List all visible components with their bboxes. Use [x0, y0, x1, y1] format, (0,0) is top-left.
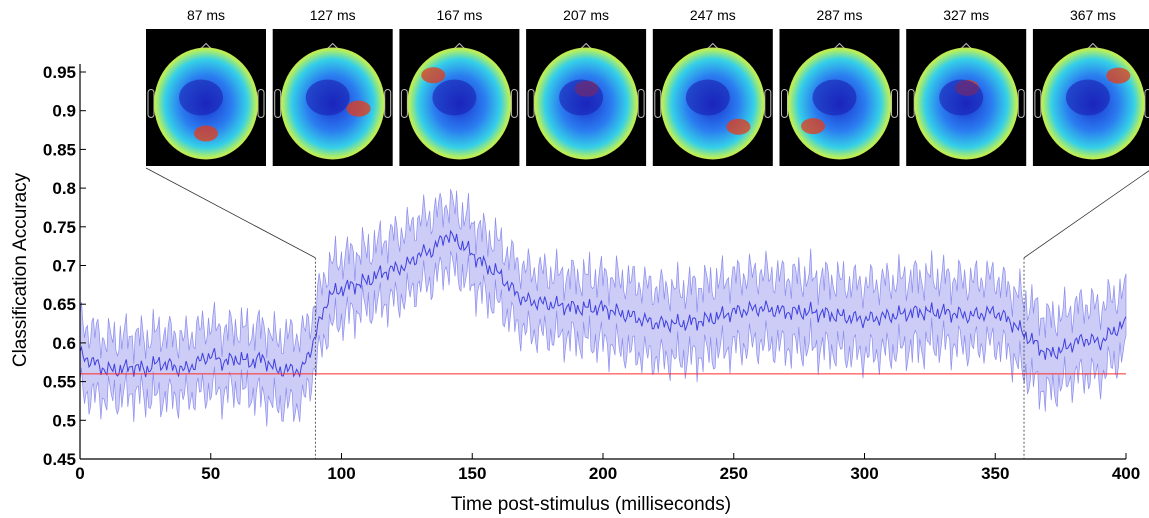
activation-hotspot	[421, 67, 446, 84]
x-tick-label: 150	[458, 464, 486, 483]
low-activation-region	[1065, 79, 1110, 116]
low-activation-region	[179, 79, 223, 116]
y-tick-label: 0.95	[43, 63, 76, 82]
y-tick-label: 0.5	[52, 411, 76, 430]
plot-area	[79, 167, 1149, 459]
low-activation-region	[812, 79, 857, 116]
x-tick-label: 250	[720, 464, 748, 483]
topomap-time-label: 127 ms	[310, 7, 356, 23]
y-tick-label: 0.6	[52, 334, 76, 353]
topomap-2: 167 ms	[399, 7, 520, 166]
low-activation-region	[685, 79, 730, 116]
activation-hotspot	[194, 125, 218, 142]
activation-hotspot	[726, 118, 751, 135]
topomap-6: 327 ms	[906, 7, 1027, 166]
low-activation-region	[939, 79, 984, 116]
y-tick-label: 0.9	[52, 102, 76, 121]
zoom-connector-left	[145, 167, 316, 259]
low-activation-region	[432, 79, 477, 116]
topomap-time-label: 207 ms	[563, 7, 609, 23]
topomap-strip: 87 ms 127 ms 167 ms 207 ms 247 ms 287 ms 327 m…	[146, 7, 1149, 166]
x-tick-label: 100	[327, 464, 355, 483]
topomap-4: 247 ms	[652, 7, 773, 166]
y-tick-label: 0.85	[43, 140, 76, 159]
topomap-3: 207 ms	[526, 7, 647, 166]
topomap-0: 87 ms	[146, 7, 266, 166]
x-tick-label: 50	[201, 464, 220, 483]
x-tick-label: 200	[589, 464, 617, 483]
activation-hotspot	[801, 118, 826, 135]
x-axis-title: Time post-stimulus (milliseconds)	[451, 494, 731, 515]
mean-accuracy-line	[79, 229, 1127, 378]
x-tick-label: 400	[1112, 464, 1140, 483]
y-tick-label: 0.45	[43, 450, 76, 469]
y-tick-label: 0.8	[52, 179, 76, 198]
topomap-time-label: 327 ms	[943, 7, 989, 23]
y-tick-label: 0.65	[43, 295, 76, 314]
topomap-time-label: 247 ms	[690, 7, 736, 23]
topomap-time-label: 167 ms	[436, 7, 482, 23]
activation-hotspot	[346, 100, 371, 117]
topomap-1: 127 ms	[272, 7, 393, 166]
topomap-5: 287 ms	[779, 7, 900, 166]
y-axis-title: Classification Accuracy	[10, 172, 31, 367]
topomap-time-label: 87 ms	[187, 7, 225, 23]
activation-hotspot	[1106, 67, 1131, 84]
topomap-time-label: 287 ms	[817, 7, 863, 23]
low-activation-region	[305, 79, 350, 116]
zoom-connector-right	[1023, 170, 1149, 259]
y-tick-label: 0.75	[43, 218, 76, 237]
y-tick-label: 0.55	[43, 373, 76, 392]
y-tick-label: 0.7	[52, 257, 76, 276]
axes: 0.45 0.5 0.55 0.6 0.65 0.7 0.75 0.8 0.85 0.9 0.95 0…	[43, 63, 1140, 483]
topomap-time-label: 367 ms	[1070, 7, 1116, 23]
low-activation-region	[559, 79, 604, 116]
x-tick-label: 300	[850, 464, 878, 483]
x-tick-label: 350	[981, 464, 1009, 483]
x-tick-label: 0	[75, 464, 84, 483]
topomap-7: 367 ms	[1032, 7, 1149, 166]
